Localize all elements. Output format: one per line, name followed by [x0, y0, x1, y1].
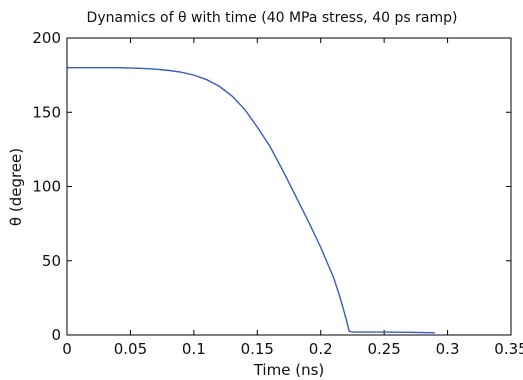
x-tick-label: 0.3: [436, 340, 460, 358]
plot-frame: [66, 37, 512, 336]
x-tick-label: 0.25: [367, 340, 400, 358]
series-layer: [67, 67, 435, 334]
ticks-layer: 0 0.05 0.1 0.15 0.2 0.25 0.3 0.35 0 50 100 150 200: [32, 29, 523, 358]
y-tick-label: 150: [32, 103, 61, 121]
x-tick-label: 0: [62, 340, 72, 358]
chart-title: Dynamics of θ with time (40 MPa stress, …: [87, 10, 458, 26]
x-tick-label: 0.2: [309, 340, 333, 358]
y-tick-label: 100: [32, 178, 61, 196]
y-tick-label: 200: [32, 29, 61, 47]
y-tick-label: 50: [42, 252, 61, 270]
x-axis-label: Time (ns): [253, 361, 325, 379]
series-line-0: [67, 67, 435, 334]
y-axis-label: θ (degree): [7, 148, 25, 226]
x-tick-label: 0.35: [494, 340, 523, 358]
x-tick-label: 0.1: [182, 340, 206, 358]
x-tick-label: 0.15: [241, 340, 274, 358]
x-tick-label: 0.05: [114, 340, 147, 358]
y-tick-label: 0: [51, 326, 61, 344]
